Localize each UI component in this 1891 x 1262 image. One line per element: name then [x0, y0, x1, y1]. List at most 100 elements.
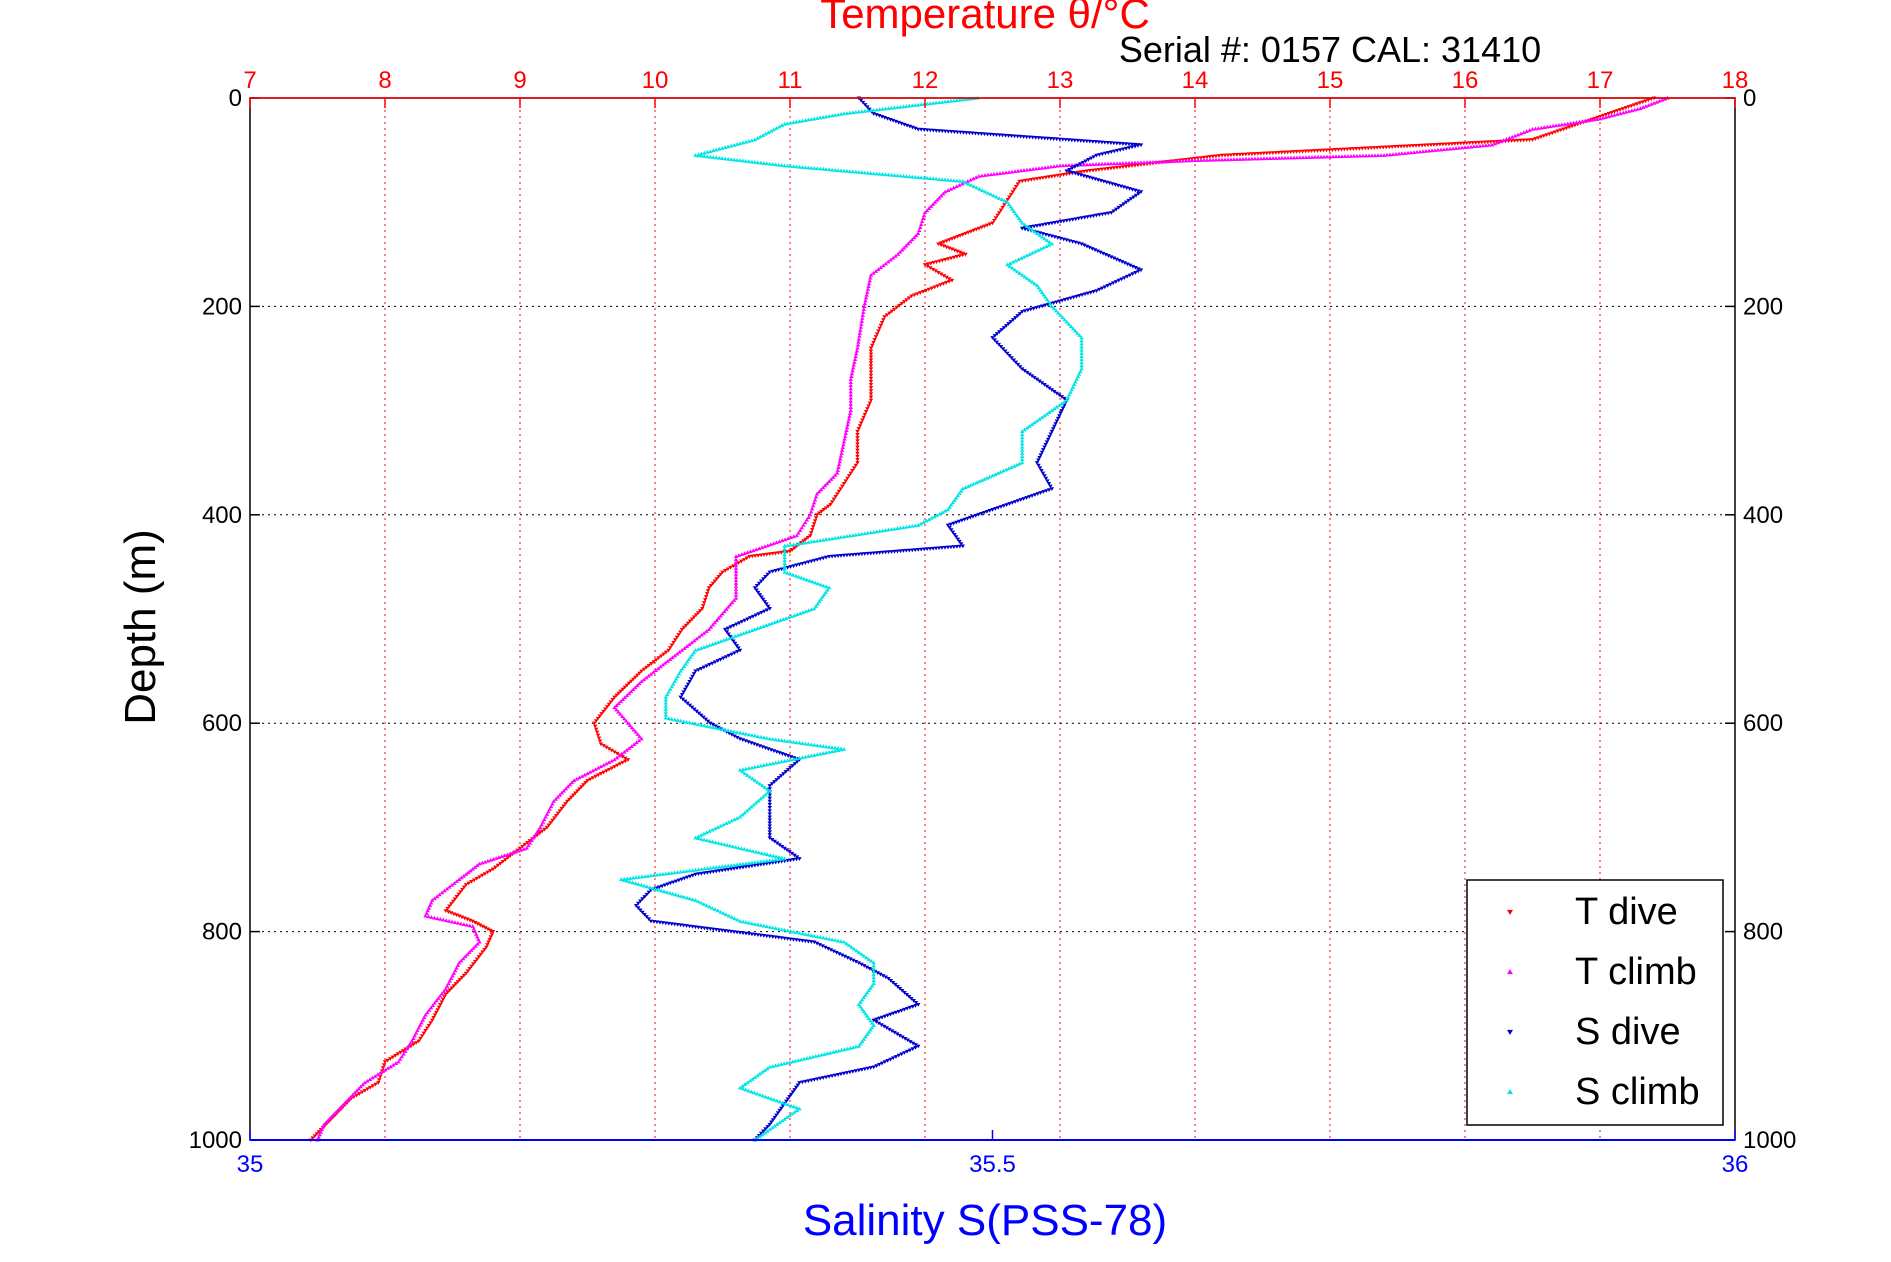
data-point	[1136, 191, 1141, 196]
data-point	[997, 133, 1002, 138]
data-point	[848, 389, 853, 394]
data-point	[936, 270, 941, 275]
data-point	[658, 654, 664, 659]
data-point	[787, 850, 792, 854]
data-point	[1461, 141, 1467, 146]
data-point	[637, 734, 642, 739]
data-point	[758, 859, 764, 864]
data-point	[809, 742, 814, 747]
data-point	[776, 162, 781, 167]
data-point	[1075, 374, 1081, 379]
data-point	[1013, 360, 1019, 365]
data-point	[1024, 370, 1030, 375]
data-point	[606, 747, 612, 751]
data-point	[529, 838, 535, 842]
data-point	[1108, 166, 1114, 171]
data-point	[1013, 211, 1018, 216]
tick-label-temperature: 12	[912, 67, 939, 94]
data-point	[723, 727, 728, 732]
data-point	[571, 793, 576, 798]
data-point	[456, 892, 461, 897]
data-point	[718, 613, 723, 618]
data-point	[1079, 242, 1084, 247]
data-point	[990, 508, 995, 512]
data-point	[1120, 165, 1126, 169]
data-point	[780, 752, 785, 756]
data-point	[794, 1105, 799, 1110]
data-point	[326, 1118, 331, 1122]
data-point	[982, 189, 988, 194]
data-point	[1093, 168, 1099, 173]
data-point	[767, 806, 772, 810]
data-point	[1005, 351, 1010, 356]
data-point	[1029, 422, 1035, 427]
data-point	[513, 849, 518, 854]
data-point	[896, 1053, 901, 1058]
data-point	[862, 170, 867, 175]
data-point	[900, 1035, 905, 1040]
data-point	[688, 655, 693, 659]
data-point	[782, 927, 787, 932]
data-point	[737, 737, 743, 742]
data-point	[717, 864, 722, 869]
data-point	[1047, 410, 1052, 414]
data-point	[917, 291, 923, 295]
data-point	[1042, 383, 1047, 387]
data-point	[1090, 247, 1095, 251]
data-point	[950, 500, 956, 505]
data-point	[1045, 437, 1051, 442]
data-point	[821, 166, 826, 171]
data-point	[642, 895, 647, 899]
data-point	[813, 494, 819, 499]
data-point	[949, 247, 955, 252]
data-point	[1108, 161, 1114, 166]
legend-box	[1466, 879, 1724, 1126]
data-point	[498, 861, 503, 866]
data-point	[921, 213, 927, 218]
data-point	[940, 129, 945, 134]
data-point	[737, 1085, 743, 1090]
data-point	[1632, 103, 1637, 107]
data-point	[848, 392, 853, 397]
data-point	[1465, 145, 1471, 149]
data-point	[941, 244, 947, 249]
data-point	[1032, 420, 1037, 425]
data-point	[821, 744, 826, 748]
data-point	[767, 799, 772, 804]
data-point	[993, 507, 998, 511]
data-point	[773, 162, 778, 167]
data-point	[892, 549, 897, 554]
data-point	[737, 918, 743, 923]
data-point	[1066, 163, 1072, 167]
data-point	[971, 228, 976, 233]
data-point	[757, 744, 763, 748]
data-point	[696, 834, 701, 839]
data-point	[902, 1037, 908, 1041]
data-point	[767, 821, 772, 826]
data-point	[823, 506, 829, 511]
data-point	[1126, 142, 1132, 147]
data-point	[910, 548, 915, 553]
data-point	[913, 1003, 918, 1008]
data-point	[945, 99, 951, 104]
data-point	[721, 656, 726, 661]
data-point	[415, 1028, 420, 1033]
data-point	[707, 643, 712, 647]
data-point	[731, 639, 736, 644]
data-point	[1150, 159, 1156, 164]
data-point	[797, 755, 802, 760]
data-point	[883, 975, 889, 980]
data-point	[903, 243, 909, 248]
data-point	[633, 904, 639, 908]
data-point	[752, 627, 758, 631]
data-point	[1603, 112, 1609, 117]
data-point	[1476, 140, 1481, 145]
data-point	[641, 677, 647, 682]
data-point	[856, 950, 862, 954]
data-point	[862, 301, 868, 306]
data-point	[731, 564, 736, 569]
data-point	[947, 525, 952, 530]
data-point	[747, 629, 752, 633]
data-point	[755, 160, 761, 165]
data-point	[792, 762, 798, 766]
